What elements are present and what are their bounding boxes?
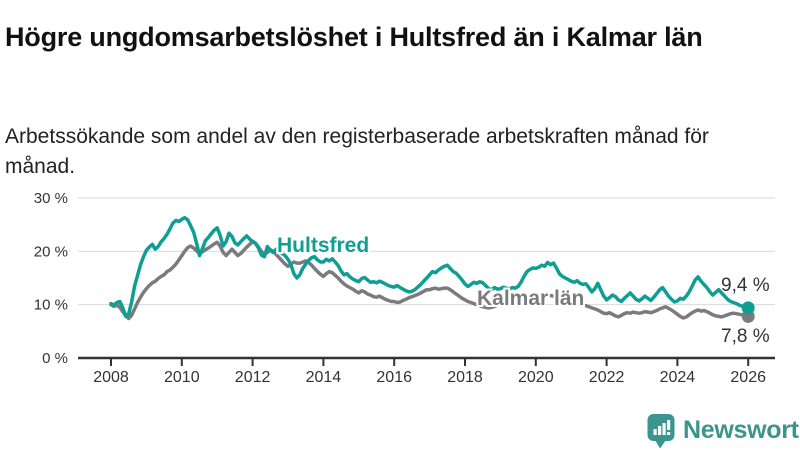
x-axis-label-2020: 2020	[518, 369, 554, 386]
x-axis-label-2024: 2024	[660, 369, 696, 386]
x-axis-label-2012: 2012	[235, 369, 271, 386]
newsworthy-logo-text: Newsworthy	[683, 416, 800, 444]
x-axis-label-2016: 2016	[376, 369, 412, 386]
line-kalmar-l-n	[109, 239, 750, 321]
series-label-hultsfred: Hultsfred	[277, 234, 370, 257]
line-hultsfred	[109, 215, 750, 319]
series-label-kalmar-lan: Kalmar län	[477, 287, 585, 310]
x-axis-label-2022: 2022	[589, 369, 625, 386]
x-axis-label-2018: 2018	[447, 369, 483, 386]
y-axis-label-10: 10 %	[34, 297, 68, 314]
x-axis-label-2014: 2014	[306, 369, 342, 386]
end-value-label-hultsfred: 9,4 %	[721, 275, 770, 296]
newsworthy-logo-icon	[647, 414, 675, 449]
chart-subtitle: Arbetssökande som andel av den registerb…	[5, 125, 709, 179]
x-axis-label-2026: 2026	[730, 369, 766, 386]
x-axis-label-2008: 2008	[93, 369, 129, 386]
end-value-label-kalmar-lan: 7,8 %	[721, 326, 770, 347]
y-axis-label-0: 0 %	[42, 350, 68, 367]
x-axis-label-2010: 2010	[164, 369, 200, 386]
page-title: Högre ungdomsarbetslöshet i Hultsfred än…	[5, 22, 703, 53]
y-axis-label-20: 20 %	[34, 243, 68, 260]
newsworthy-logo[interactable]: Newsworthy	[646, 412, 800, 449]
end-dot-hultsfred	[741, 301, 755, 315]
y-axis-label-30: 30 %	[34, 190, 68, 207]
